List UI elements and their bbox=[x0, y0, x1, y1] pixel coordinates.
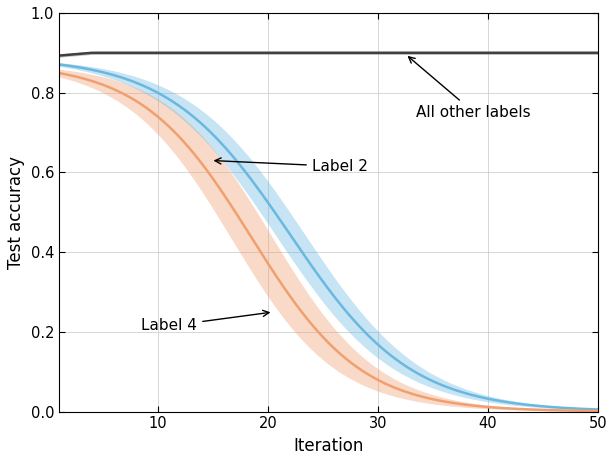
X-axis label: Iteration: Iteration bbox=[293, 437, 363, 455]
Text: Label 2: Label 2 bbox=[215, 158, 368, 174]
Text: Label 4: Label 4 bbox=[141, 310, 269, 334]
Y-axis label: Test accuracy: Test accuracy bbox=[7, 156, 25, 269]
Text: All other labels: All other labels bbox=[408, 57, 531, 120]
